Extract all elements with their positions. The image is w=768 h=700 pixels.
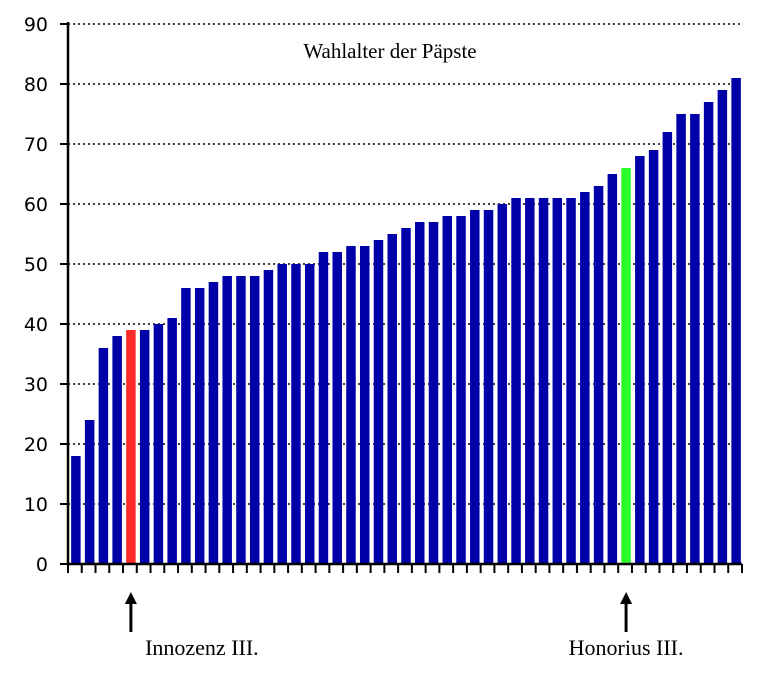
annotation-layer: Innozenz III. Honorius III.: [124, 592, 684, 660]
bars-layer: [71, 78, 741, 564]
bar: [194, 288, 205, 564]
bar: [318, 252, 329, 564]
bar: [415, 222, 425, 564]
bar: [291, 264, 301, 564]
chart-title: Wahlalter der Päpste: [303, 39, 476, 63]
bar: [359, 246, 370, 564]
bar: [98, 348, 109, 564]
bar: [731, 78, 741, 564]
bar: [332, 252, 342, 564]
bar: [538, 198, 549, 564]
bar: [71, 456, 81, 564]
bar: [566, 198, 576, 564]
bar: [690, 114, 700, 564]
y-tick-label: 20: [24, 434, 48, 456]
bar-highlight: [126, 330, 136, 564]
y-tick-label: 10: [24, 494, 48, 516]
bar-highlight: [621, 168, 631, 564]
bar: [222, 276, 232, 564]
bar: [139, 330, 150, 564]
bar: [511, 198, 521, 564]
arrow-head: [124, 592, 137, 604]
y-tick-label: 90: [24, 14, 48, 36]
bar: [470, 210, 480, 564]
bar: [580, 192, 590, 564]
bar: [456, 216, 466, 564]
bar: [703, 102, 714, 564]
bar: [167, 318, 177, 564]
bar: [387, 234, 397, 564]
bar: [648, 150, 659, 564]
y-tick-label: 40: [24, 314, 48, 336]
bar: [483, 210, 494, 564]
annotation-label: Honorius III.: [569, 635, 684, 660]
bar: [497, 204, 508, 564]
bar: [263, 270, 274, 564]
bar: [208, 282, 219, 564]
bar: [401, 228, 411, 564]
y-tick-label: 50: [24, 254, 48, 276]
y-tick-label: 70: [24, 134, 48, 156]
bar: [277, 264, 287, 564]
bar: [346, 246, 356, 564]
bar: [84, 420, 95, 564]
bar: [635, 156, 645, 564]
annotation-label: Innozenz III.: [145, 635, 259, 660]
bar: [662, 132, 673, 564]
bar: [112, 336, 122, 564]
y-tick-label: 60: [24, 194, 48, 216]
bar: [304, 264, 315, 564]
bar: [181, 288, 191, 564]
bar: [525, 198, 535, 564]
bar: [593, 186, 604, 564]
y-tick-label: 30: [24, 374, 48, 396]
bar: [249, 276, 260, 564]
bar: [676, 114, 686, 564]
bar: [552, 198, 563, 564]
bar: [607, 174, 618, 564]
y-tick-label: 0: [36, 554, 48, 576]
bar: [373, 240, 384, 564]
bar: [428, 222, 439, 564]
bar: [442, 216, 453, 564]
arrow-head: [620, 592, 633, 604]
bar: [717, 90, 728, 564]
bar: [153, 324, 164, 564]
axis-layer: 0 10 20 30 40 50 60 70 80 90: [24, 14, 743, 576]
y-tick-label: 80: [24, 74, 48, 96]
bar: [236, 276, 246, 564]
